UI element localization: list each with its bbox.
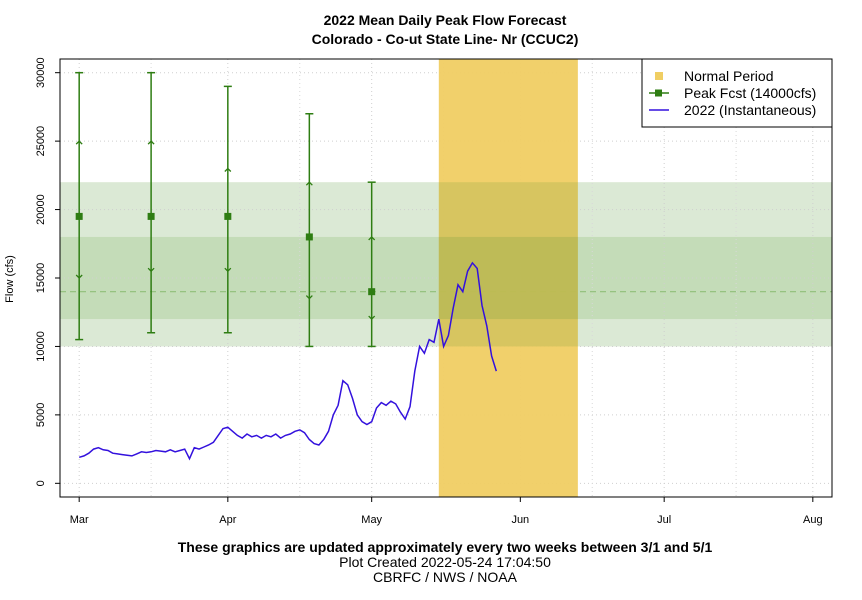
series-line-2022 [78, 261, 498, 461]
forecast-p75-arrow [75, 140, 83, 145]
forecast-median-marker [224, 212, 232, 220]
forecast-p25-arrow [305, 295, 313, 300]
forecast-p75-arrow [305, 181, 313, 186]
legend-series-label: 2022 (Instantaneous) [684, 102, 816, 118]
footer-update-note: These graphics are updated approximately… [178, 539, 713, 555]
forecast-median-marker [147, 212, 155, 220]
axes: 0 5000 10000 15000 20000 25000 30000 Mar Apr May J… [35, 57, 833, 526]
forecast-median-marker [368, 288, 376, 296]
forecast-p25-arrow [147, 267, 155, 273]
chart-title: 2022 Mean Daily Peak Flow Forecast [324, 12, 567, 28]
forecast-p75-arrow [147, 140, 155, 145]
normal-period-band-overlap [438, 236, 578, 320]
y-axis-label: Flow (cfs) [4, 255, 16, 303]
legend: Normal Period Peak Fcst (14000cfs) 2022 … [641, 58, 833, 128]
y-tick-label: 5000 [35, 403, 47, 427]
legend-normal-swatch [655, 72, 663, 80]
footer-credit: CBRFC / NWS / NOAA [373, 569, 518, 585]
normal-period-band-overlap [438, 182, 578, 347]
peak-forecasts [75, 71, 376, 348]
chart-subtitle: Colorado - Co-ut State Line- Nr (CCUC2) [312, 31, 579, 47]
x-tick-label: Mar [70, 514, 89, 526]
forecast-median-marker [305, 233, 313, 241]
y-tick-label: 15000 [35, 263, 47, 294]
x-tick-label: Apr [219, 514, 236, 526]
forecast-p75-arrow [368, 236, 376, 241]
y-tick-label: 10000 [35, 331, 47, 362]
forecast-p25-arrow [75, 274, 83, 279]
forecast-p75-arrow [224, 167, 232, 172]
y-tick-label: 30000 [35, 57, 47, 88]
legend-forecast-label: Peak Fcst (14000cfs) [684, 85, 816, 101]
normal-period-band [438, 59, 578, 497]
flow-series [78, 261, 498, 461]
y-tick-label: 25000 [35, 126, 47, 157]
normal-period-rect [438, 59, 578, 497]
legend-forecast-marker [655, 89, 662, 97]
legend-normal-label: Normal Period [684, 68, 773, 84]
x-tick-label: Jun [511, 514, 529, 526]
forecast-p25-arrow [368, 315, 376, 320]
x-tick-label: May [361, 514, 382, 526]
forecast-median-marker [75, 212, 83, 220]
y-tick-label: 20000 [35, 194, 47, 225]
y-tick-label: 0 [35, 480, 47, 486]
x-tick-label: Aug [803, 514, 823, 526]
footer-plot-created: Plot Created 2022-05-24 17:04:50 [339, 554, 551, 570]
x-tick-label: Jul [657, 514, 671, 526]
legend-box [641, 58, 833, 128]
forecast-p25-arrow [224, 267, 232, 273]
